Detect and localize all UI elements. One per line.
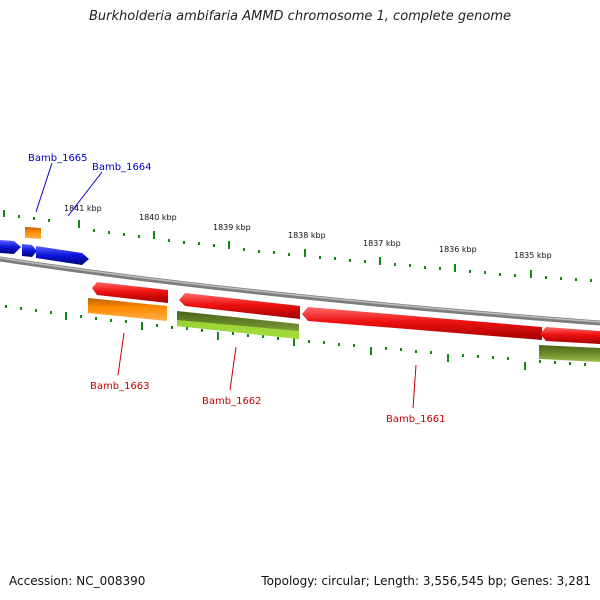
gene-feature-lime-overlay	[177, 320, 299, 339]
scale-label: 1836 kbp	[439, 245, 477, 254]
gene-feature-red[interactable]	[92, 282, 168, 303]
scale-ticks-upper	[3, 210, 592, 282]
scale-label: 1838 kbp	[288, 231, 326, 240]
label-leader-line	[67, 171, 103, 217]
label-leader-line	[117, 332, 125, 376]
label-leader-line	[229, 346, 237, 391]
scale-label: 1840 kbp	[139, 213, 177, 222]
gene-feature-bamb-1664[interactable]	[36, 246, 89, 265]
map-title: Burkholderia ambifaria AMMD chromosome 1…	[88, 9, 512, 24]
gene-feature-bamb-1661[interactable]	[302, 307, 542, 340]
scale-label: 1841 kbp	[64, 204, 102, 213]
genome-backbone-highlight	[0, 257, 600, 323]
scale-label: 1837 kbp	[363, 239, 401, 248]
scale-ticks-lower	[5, 305, 586, 370]
gene-feature-bamb-1663[interactable]	[88, 298, 167, 321]
gene-label-bamb-1664[interactable]: Bamb_1664	[92, 162, 152, 173]
gene-feature-bamb-1665[interactable]	[25, 227, 41, 239]
gene-label-bamb-1662[interactable]: Bamb_1662	[202, 396, 262, 407]
gene-feature-olive[interactable]	[539, 345, 600, 362]
gene-label-bamb-1663[interactable]: Bamb_1663	[90, 381, 150, 392]
accession-text: Accession: NC_008390	[9, 574, 146, 588]
genome-backbone	[0, 256, 600, 326]
gene-feature-red[interactable]	[540, 327, 600, 344]
gene-feature-blue[interactable]	[0, 240, 21, 254]
scale-label: 1839 kbp	[213, 223, 251, 232]
label-leader-line	[412, 364, 417, 409]
genome-stats-text: Topology: circular; Length: 3,556,545 bp…	[261, 574, 591, 588]
gene-label-bamb-1661[interactable]: Bamb_1661	[386, 414, 446, 425]
gene-label-bamb-1665[interactable]: Bamb_1665	[28, 153, 88, 164]
gene-feature-red[interactable]	[179, 293, 300, 319]
scale-label: 1835 kbp	[514, 251, 552, 260]
label-leader-line	[35, 162, 53, 213]
gene-feature-blue[interactable]	[22, 244, 37, 257]
